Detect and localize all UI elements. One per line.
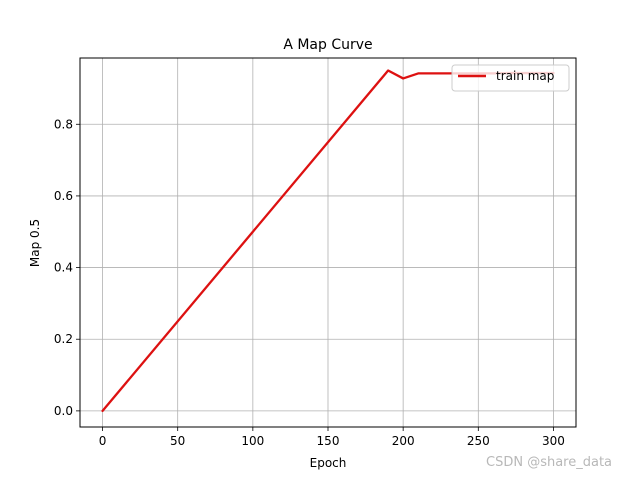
y-tick-label: 0.2 <box>54 332 73 346</box>
y-axis-ticks: 0.0 0.2 0.4 0.6 0.8 <box>54 117 80 418</box>
legend-box <box>451 64 570 92</box>
y-tick-label: 0.4 <box>54 261 73 275</box>
chart-title: A Map Curve <box>283 37 372 53</box>
x-tick-label: 100 <box>241 434 264 448</box>
x-axis-title: Epoch <box>310 456 347 470</box>
legend: train map <box>451 64 570 92</box>
y-tick-label: 0.6 <box>54 189 73 203</box>
y-tick-label: 0.0 <box>54 404 73 418</box>
watermark: CSDN @share_data <box>486 455 613 470</box>
y-axis-title: Map 0.5 <box>28 219 42 267</box>
grid-lines <box>80 58 576 427</box>
x-tick-label: 150 <box>317 434 340 448</box>
x-tick-label: 200 <box>392 434 415 448</box>
x-tick-label: 250 <box>467 434 490 448</box>
x-tick-label: 50 <box>170 434 185 448</box>
legend-label-train-map: train map <box>496 69 554 83</box>
y-tick-label: 0.8 <box>54 117 73 131</box>
x-tick-label: 0 <box>99 434 107 448</box>
x-axis-ticks: 0 50 100 150 200 250 300 <box>99 427 565 448</box>
x-tick-label: 300 <box>542 434 565 448</box>
